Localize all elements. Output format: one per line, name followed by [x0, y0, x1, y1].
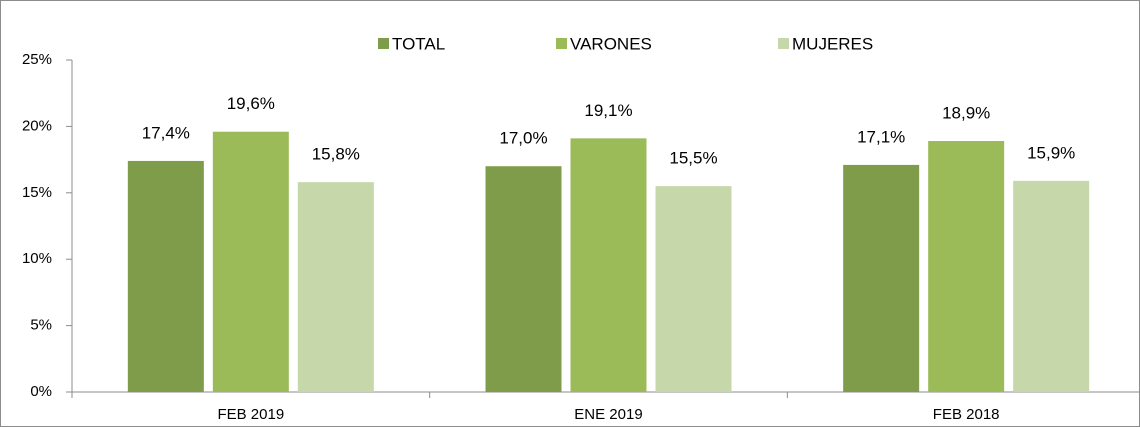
- data-label: 19,6%: [227, 94, 275, 113]
- y-tick-label: 25%: [22, 51, 52, 68]
- y-tick-label: 0%: [30, 383, 52, 400]
- data-label: 18,9%: [942, 103, 990, 122]
- bar: [655, 186, 732, 392]
- bar: [1013, 180, 1090, 392]
- bar: [843, 164, 920, 392]
- legend-label: VARONES: [570, 34, 652, 53]
- data-label: 17,1%: [857, 127, 905, 146]
- legend-label: MUJERES: [792, 34, 873, 53]
- data-label: 15,5%: [669, 149, 717, 168]
- y-tick-label: 10%: [22, 250, 52, 267]
- y-tick-label: 20%: [22, 117, 52, 134]
- data-label: 15,9%: [1027, 143, 1075, 162]
- legend-swatch: [778, 38, 789, 49]
- data-label: 17,4%: [142, 123, 190, 142]
- y-tick-label: 15%: [22, 184, 52, 201]
- data-label: 19,1%: [584, 101, 632, 120]
- x-tick-label: FEB 2019: [217, 406, 284, 423]
- x-tick-label: ENE 2019: [574, 406, 642, 423]
- x-tick-label: FEB 2018: [933, 406, 1000, 423]
- legend-label: TOTAL: [392, 34, 445, 53]
- bar: [485, 166, 562, 392]
- bar: [297, 182, 374, 392]
- data-label: 17,0%: [499, 129, 547, 148]
- legend-swatch: [378, 38, 389, 49]
- bar: [570, 138, 647, 392]
- data-label: 15,8%: [312, 145, 360, 164]
- bar: [928, 141, 1005, 392]
- y-tick-label: 5%: [30, 317, 52, 334]
- bar: [212, 131, 289, 392]
- bar: [127, 160, 204, 392]
- legend-swatch: [556, 38, 567, 49]
